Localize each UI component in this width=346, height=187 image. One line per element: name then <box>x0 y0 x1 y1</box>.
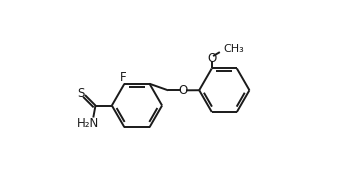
Text: F: F <box>120 71 127 84</box>
Text: CH₃: CH₃ <box>223 44 244 54</box>
Text: O: O <box>207 52 216 65</box>
Text: S: S <box>78 87 85 100</box>
Text: H₂N: H₂N <box>77 117 99 130</box>
Text: O: O <box>179 84 188 97</box>
